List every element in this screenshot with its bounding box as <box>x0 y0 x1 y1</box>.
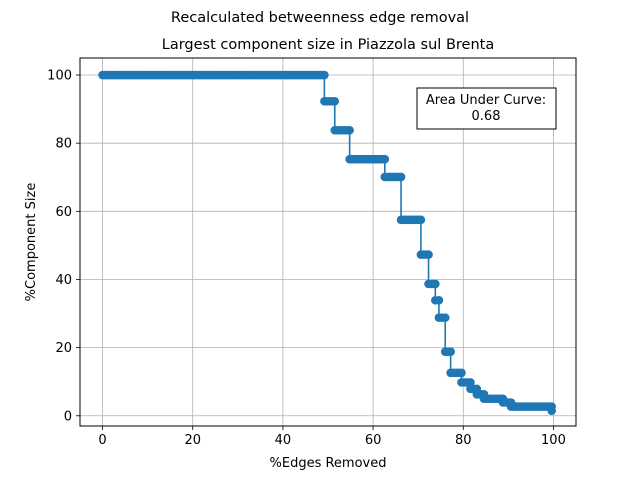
y-tick-label: 100 <box>47 69 72 84</box>
x-tick-label: 60 <box>365 433 382 448</box>
x-tick-label: 100 <box>541 433 566 448</box>
y-tick-label: 20 <box>55 341 72 356</box>
axis-ticks: 0 20 40 60 80 100 0 20 40 60 80 100 <box>47 69 566 448</box>
chart-title: Largest component size in Piazzola sul B… <box>162 37 494 53</box>
series-line <box>98 70 556 415</box>
data-point <box>320 70 329 80</box>
data-point <box>380 154 390 164</box>
y-tick-label: 80 <box>55 137 72 152</box>
data-point <box>345 125 354 135</box>
data-point <box>431 279 440 289</box>
auc-annotation-label: Area Under Curve: <box>426 93 546 108</box>
data-point <box>330 96 340 106</box>
x-tick-label: 0 <box>98 433 106 448</box>
y-axis-label: %Component Size <box>24 183 39 302</box>
plot-frame <box>79 57 577 427</box>
auc-annotation-value: 0.68 <box>472 109 501 124</box>
data-point <box>457 368 466 378</box>
y-tick-label: 40 <box>55 273 72 288</box>
x-axis-label: %Edges Removed <box>270 456 387 471</box>
x-tick-label: 20 <box>184 433 201 448</box>
data-point <box>440 313 450 322</box>
data-point <box>416 215 426 225</box>
x-tick-label: 40 <box>275 433 292 448</box>
auc-annotation: Area Under Curve: 0.68 <box>416 87 557 130</box>
chart-suptitle: Recalculated betweenness edge removal <box>171 10 469 26</box>
y-tick-label: 60 <box>55 205 72 220</box>
y-tick-label: 0 <box>64 409 72 424</box>
data-point <box>466 378 475 387</box>
data-point <box>424 250 433 259</box>
data-point <box>434 295 444 305</box>
data-point <box>547 406 556 415</box>
x-tick-label: 80 <box>455 433 472 448</box>
data-point <box>446 347 455 357</box>
data-point <box>396 172 406 182</box>
auc-annotation-box <box>416 87 557 130</box>
